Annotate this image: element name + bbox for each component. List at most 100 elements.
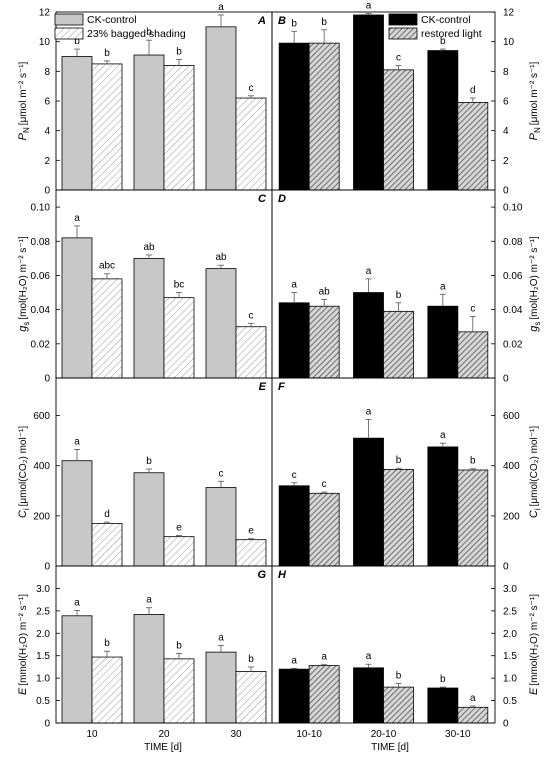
y-tick-label-C: 0 bbox=[44, 374, 50, 385]
sig-letter-B-s0-c2: b bbox=[440, 36, 446, 47]
sig-letter-E-s0-c1: b bbox=[146, 456, 152, 467]
y-tick-label-G: 1.5 bbox=[36, 651, 50, 662]
panel-letter-F: F bbox=[278, 381, 285, 393]
sig-letter-F-s0-c1: a bbox=[366, 406, 372, 417]
y-tick-label-A: 10 bbox=[39, 37, 51, 48]
sig-letter-E-s1-c0: d bbox=[104, 509, 110, 520]
legend-right-label-1: restored light bbox=[421, 28, 482, 40]
bar-F-s0-c2 bbox=[427, 446, 459, 567]
bar-A-s1-c2 bbox=[235, 97, 267, 191]
x-tick-label-G: 30 bbox=[230, 729, 242, 740]
sig-letter-D-s0-c0: a bbox=[291, 280, 297, 291]
bar-F-s1-c1 bbox=[383, 469, 414, 567]
sig-letter-E-s1-c2: e bbox=[248, 526, 254, 537]
x-axis-title-right: TIME [d] bbox=[371, 742, 409, 753]
bar-B-s0-c1 bbox=[353, 14, 384, 191]
bar-E-s1-c1 bbox=[163, 536, 195, 567]
y-tick-label-H: 2.5 bbox=[503, 606, 517, 617]
sig-letter-A-s1-c0: b bbox=[104, 48, 110, 59]
sig-letter-E-s0-c0: a bbox=[74, 436, 80, 447]
panel-letter-D: D bbox=[278, 193, 286, 205]
y-axis-title-E: Ci[μmol(CO₂) mol⁻¹] bbox=[17, 426, 31, 518]
sig-letter-C-s1-c0: abc bbox=[99, 261, 115, 272]
x-tick-label-G: 10 bbox=[86, 729, 98, 740]
y-tick-label-A: 12 bbox=[39, 8, 51, 19]
plot-root: b b b b a c A 0 2 4 6 8 10 12 PN[μmol m⁻² s⁻¹] b b a c b d B 0… bbox=[17, 0, 542, 740]
bar-E-s0-c0 bbox=[61, 460, 93, 567]
sig-letter-D-s1-c1: b bbox=[396, 290, 402, 301]
panel-B: b b a c b d B 0 2 4 6 8 10 12 PN[μmol m⁻² s⁻¹] bbox=[271, 0, 542, 197]
bar-H-s0-c1 bbox=[353, 667, 384, 724]
sig-letter-C-s0-c0: a bbox=[74, 213, 80, 224]
y-tick-label-F: 600 bbox=[503, 411, 520, 422]
bar-G-s1-c2 bbox=[235, 671, 267, 724]
sig-letter-E-s1-c1: e bbox=[176, 522, 182, 533]
sig-letter-F-s0-c2: a bbox=[440, 430, 446, 441]
bar-G-s1-c0 bbox=[91, 656, 123, 724]
y-tick-label-D: 0.04 bbox=[503, 305, 523, 316]
sig-letter-H-s1-c0: a bbox=[321, 652, 327, 663]
bar-C-s1-c2 bbox=[235, 326, 267, 379]
panel-G: a b a b a b G 0 0.5 1.0 1.5 2.0 2.5 3.0 E[mmol(H₂O) m⁻… bbox=[17, 565, 273, 740]
bar-B-s0-c2 bbox=[427, 50, 459, 191]
bar-F-s0-c0 bbox=[278, 485, 310, 567]
panel-F: c c a b a b F 0 200 400 600 Ci[μmol(CO₂) mol⁻¹] bbox=[271, 377, 542, 573]
legend-left-swatch-0 bbox=[54, 13, 84, 26]
x-tick-label-H: 10-10 bbox=[296, 729, 322, 740]
sig-letter-C-s1-c1: bc bbox=[174, 280, 185, 291]
y-tick-label-D: 0.08 bbox=[503, 237, 523, 248]
bar-D-s1-c0 bbox=[308, 305, 340, 379]
sig-letter-A-s0-c0: b bbox=[74, 36, 80, 47]
sig-letter-E-s0-c2: c bbox=[219, 468, 224, 479]
y-tick-label-B: 4 bbox=[503, 126, 509, 137]
y-tick-label-A: 0 bbox=[44, 186, 50, 197]
y-tick-label-G: 1.0 bbox=[36, 674, 50, 685]
y-tick-label-C: 0.10 bbox=[31, 203, 51, 214]
bar-D-s0-c2 bbox=[427, 305, 459, 379]
y-axis-title-A: PN[μmol m⁻² s⁻¹] bbox=[17, 61, 31, 140]
panel-letter-H: H bbox=[278, 569, 287, 581]
sig-letter-D-s1-c2: c bbox=[470, 303, 475, 314]
y-tick-label-A: 4 bbox=[44, 126, 50, 137]
sig-letter-B-s1-c2: d bbox=[470, 85, 476, 96]
sig-letter-A-s1-c2: c bbox=[249, 83, 254, 94]
legend-left-label-1: 23% bagged shading bbox=[87, 28, 186, 40]
x-tick-label-H: 20-10 bbox=[371, 729, 397, 740]
bar-F-s1-c2 bbox=[457, 469, 489, 567]
y-tick-label-H: 3.0 bbox=[503, 584, 517, 595]
bar-A-s1-c0 bbox=[91, 63, 123, 191]
y-tick-label-C: 0.02 bbox=[31, 339, 51, 350]
legend-right: CK-control restored light bbox=[388, 13, 482, 40]
panel-letter-B: B bbox=[278, 15, 286, 27]
sig-letter-F-s0-c0: c bbox=[292, 470, 297, 481]
bar-A-s0-c0 bbox=[61, 56, 93, 191]
y-tick-label-G: 0 bbox=[44, 719, 50, 730]
bar-C-s0-c0 bbox=[61, 237, 93, 379]
bar-B-s1-c2 bbox=[457, 102, 489, 191]
sig-letter-H-s0-c0: a bbox=[291, 655, 297, 666]
sig-letter-C-s0-c2: ab bbox=[215, 252, 227, 263]
bar-B-s1-c0 bbox=[308, 42, 340, 191]
y-tick-label-A: 6 bbox=[44, 97, 50, 108]
y-tick-label-H: 1.5 bbox=[503, 651, 517, 662]
sig-letter-C-s1-c2: c bbox=[249, 310, 254, 321]
legend-right-swatch-1 bbox=[388, 27, 418, 40]
y-tick-label-C: 0.08 bbox=[31, 237, 51, 248]
panel-letter-G: G bbox=[257, 569, 266, 581]
sig-letter-G-s1-c2: b bbox=[248, 654, 254, 665]
bar-H-s1-c2 bbox=[457, 706, 489, 724]
panel-letter-C: C bbox=[258, 193, 267, 205]
bar-D-s0-c1 bbox=[353, 292, 384, 379]
bar-E-s1-c0 bbox=[91, 522, 123, 567]
sig-letter-G-s0-c0: a bbox=[74, 597, 80, 608]
panel-H: a a a b b a H 0 0.5 1.0 1.5 2.0 2.5 3.0 E[mmol(H₂O) m⁻… bbox=[271, 565, 540, 740]
y-tick-label-B: 10 bbox=[503, 37, 515, 48]
bar-F-s1-c0 bbox=[308, 492, 340, 567]
y-tick-label-H: 1.0 bbox=[503, 674, 517, 685]
y-tick-label-B: 12 bbox=[503, 8, 515, 19]
bar-G-s0-c1 bbox=[133, 614, 165, 724]
y-tick-label-H: 0.5 bbox=[503, 696, 517, 707]
sig-letter-F-s1-c0: c bbox=[322, 479, 327, 490]
